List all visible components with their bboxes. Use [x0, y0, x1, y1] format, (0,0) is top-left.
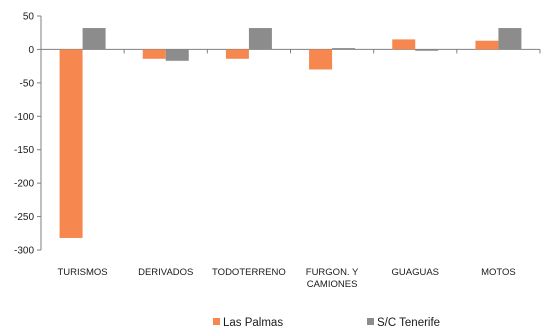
legend-swatch	[213, 318, 220, 325]
bar-sc-tenerife	[248, 28, 272, 50]
bar-sc-tenerife	[332, 48, 356, 50]
category-labels: TURISMOS DERIVADOS TODOTERRENO FURGON. YCAM…	[58, 267, 516, 290]
bar-las-palmas	[59, 49, 83, 238]
y-tick-label: -100	[14, 112, 34, 123]
bar-las-palmas	[475, 40, 499, 50]
y-tick-label: 0	[28, 45, 34, 56]
legend-label: Las Palmas	[223, 317, 283, 329]
bar-las-palmas	[225, 49, 249, 59]
y-tick-label: 50	[23, 12, 35, 23]
category-label: TURISMOS	[58, 267, 108, 278]
y-tick-label: -300	[14, 246, 34, 257]
category-label: CAMIONES	[307, 279, 358, 290]
y-tick-label: -200	[14, 179, 34, 190]
category-label: GUAGUAS	[391, 267, 439, 278]
legend-label: S/C Tenerife	[377, 317, 440, 329]
y-tick-label: -150	[14, 145, 34, 156]
category-label: MOTOS	[481, 267, 516, 278]
bar-las-palmas	[309, 49, 333, 70]
bar-las-palmas	[392, 39, 416, 50]
bars	[59, 28, 522, 238]
category-label: DERIVADOS	[138, 267, 193, 278]
y-tick-label: -250	[14, 212, 34, 223]
x-axis	[40, 48, 541, 54]
category-label: TODOTERRENO	[212, 267, 286, 278]
category-label: FURGON. Y	[306, 267, 359, 278]
legend-swatch	[367, 318, 374, 325]
bar-sc-tenerife	[82, 28, 106, 50]
bar-sc-tenerife	[498, 28, 522, 50]
bar-sc-tenerife	[165, 49, 189, 61]
bar-sc-tenerife	[415, 49, 439, 51]
y-axis: 50 0 -50 -100 -150 -200 -250 -300	[14, 12, 42, 257]
y-tick-label: -50	[20, 78, 35, 89]
legend: Las Palmas S/C Tenerife	[213, 317, 440, 329]
bar-las-palmas	[142, 49, 166, 59]
